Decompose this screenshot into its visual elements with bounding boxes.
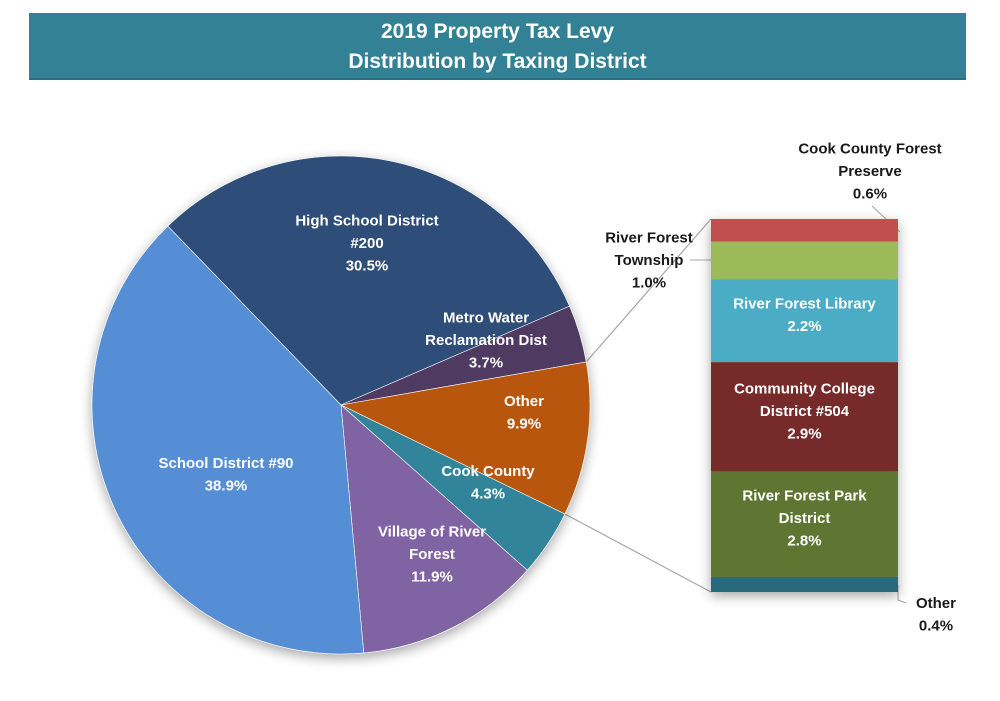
connector-line-top [585, 218, 712, 363]
bar-segment-river-forest-township [711, 241, 898, 280]
pie-label-other: Other 9.9% [504, 393, 544, 433]
bar-label-river-forest-township-line: River Forest [605, 230, 693, 247]
pie-label-cook-county-line: 4.3% [471, 485, 505, 502]
pie-label-high-school-district-200: High School District #200 30.5% [295, 213, 438, 275]
bar-label-cook-county-forest-preserve-line: 0.6% [853, 186, 887, 203]
pie-label-high-school-district-200-line: 30.5% [346, 258, 389, 275]
pie-label-village-of-river-forest: Village of River Forest 11.9% [378, 524, 486, 586]
pie-label-high-school-district-200-line: #200 [350, 235, 383, 252]
pie-label-school-district-90: School District #90 38.9% [158, 455, 293, 495]
chart-title-line-1: 2019 Property Tax Levy [380, 20, 615, 43]
bar-label-river-forest-park-district-line: River Forest Park [742, 488, 867, 505]
pie-slice-village-of-river-forest [340, 404, 528, 654]
connector-lines [564, 205, 907, 604]
bar-label-community-college-district-504-line: District #504 [760, 403, 850, 420]
bar-label-river-forest-library: River Forest Library 2.2% [733, 295, 876, 335]
pie-label-village-of-river-forest-line: Forest [409, 546, 455, 563]
data-labels: High School District #200 30.5% Metro Water… [158, 141, 956, 635]
pie-slice-other [340, 361, 591, 515]
bar-label-community-college-district-504-line: Community College [734, 380, 875, 397]
bar-segment-cook-county-forest-preserve [711, 219, 898, 242]
bar-segment-river-forest-park-district [711, 471, 898, 577]
bar-label-river-forest-township-line: 1.0% [632, 275, 666, 292]
pie-label-village-of-river-forest-line: Village of River [378, 524, 486, 541]
connector-line-bottom [564, 513, 712, 593]
pie-label-metro-water-reclamation-dist: Metro Water Reclamation Dist 3.7% [425, 310, 547, 372]
pie-label-school-district-90-line: School District #90 [158, 455, 293, 472]
pie-slice-school-district-90 [91, 225, 365, 655]
pie [91, 155, 591, 655]
bar-label-river-forest-library-line: 2.2% [787, 318, 821, 335]
pie-label-metro-water-reclamation-dist-line: Reclamation Dist [425, 332, 547, 349]
pie-label-metro-water-reclamation-dist-line: Metro Water [443, 310, 529, 327]
bar-label-community-college-district-504: Community College District #504 2.9% [734, 380, 875, 442]
bar-label-cook-county-forest-preserve-line: Preserve [838, 163, 901, 180]
bar-label-river-forest-library-line: River Forest Library [733, 295, 876, 312]
bar-segment-community-college-district-504 [711, 362, 898, 472]
chart-title-line-2: Distribution by Taxing District [348, 50, 647, 73]
bar-label-river-forest-township: River Forest Township 1.0% [605, 230, 693, 292]
bar-label-river-forest-park-district: River Forest Park District 2.8% [742, 488, 867, 550]
pie-label-metro-water-reclamation-dist-line: 3.7% [469, 355, 503, 372]
bar-label-other-line: Other [916, 595, 956, 612]
bar-label-cook-county-forest-preserve: Cook County Forest Preserve 0.6% [798, 141, 941, 203]
bar-label-river-forest-township-line: Township [615, 252, 684, 269]
pie-label-cook-county-line: Cook County [441, 463, 535, 480]
bar-label-river-forest-park-district-line: District [779, 510, 831, 527]
pie-label-village-of-river-forest-line: 11.9% [411, 569, 453, 586]
bar-segment-river-forest-library [711, 279, 898, 363]
leader-line-other [897, 585, 907, 604]
bar-label-other: Other 0.4% [916, 595, 956, 635]
bar-label-community-college-district-504-line: 2.9% [787, 425, 821, 442]
bar-label-river-forest-park-district-line: 2.8% [787, 533, 821, 550]
bar-label-cook-county-forest-preserve-line: Cook County Forest [798, 141, 941, 158]
pie-label-other-line: Other [504, 393, 544, 410]
bar-segment-other [711, 576, 898, 592]
pie-label-high-school-district-200-line: High School District [295, 213, 438, 230]
pie-label-other-line: 9.9% [507, 415, 541, 432]
stacked-bar [711, 219, 898, 592]
pie-label-school-district-90-line: 38.9% [205, 477, 248, 494]
chart-title-banner: 2019 Property Tax Levy Distribution by T… [29, 13, 966, 80]
pie-label-cook-county: Cook County 4.3% [441, 463, 535, 503]
bar-label-other-line: 0.4% [919, 617, 953, 634]
pie-slice-high-school-district-200 [167, 155, 570, 406]
